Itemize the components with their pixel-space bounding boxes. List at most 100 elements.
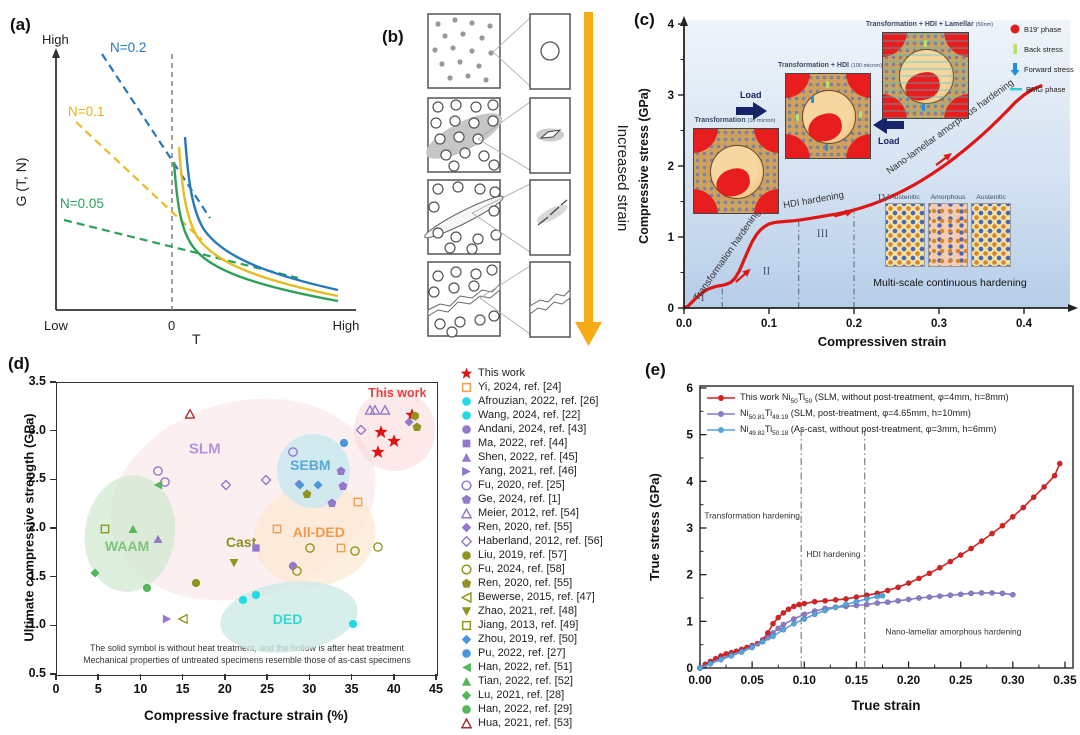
d-data-point [370, 445, 385, 460]
line-marker-icon [707, 425, 735, 435]
c-inset2-back-stress [858, 110, 862, 118]
d-y-tick [50, 673, 56, 675]
d-x-tick-label: 20 [217, 682, 232, 696]
b-row1-detail-particle [540, 41, 560, 61]
d-y-tick-label: 2.5 [28, 471, 46, 486]
c-load-label-1: Load [740, 90, 762, 100]
e-legend-item: Ni50.81Ti49.19 (SLM, post-treatment, φ=4… [707, 407, 971, 421]
d-legend-label: Ren, 2020, ref. [55] [478, 521, 573, 533]
d-legend-label: This work [478, 367, 526, 379]
d-legend-label: Shen, 2022, ref. [45] [478, 451, 578, 463]
square-marker-icon [459, 382, 474, 393]
c-inset2-grain [801, 89, 857, 145]
d-legend-item: Afrouzian, 2022, ref. [26] [459, 394, 647, 408]
d-footnote-line2: Mechanical properties of untreated speci… [83, 655, 411, 665]
d-legend-label: Han, 2022, ref. [29] [478, 703, 573, 715]
a-x-zero-label: 0 [168, 318, 175, 333]
d-data-point [177, 613, 189, 625]
d-legend-label: Ren, 2020, ref. [55] [478, 577, 573, 589]
d-y-tick-label: 0.5 [28, 666, 46, 680]
d-x-tick [393, 674, 395, 680]
b-row4-callout-line [479, 265, 531, 299]
d-y-tick [50, 527, 56, 529]
triangle-up-marker-icon [459, 507, 474, 519]
c-austenitic-strip [971, 203, 1011, 267]
d-data-point [288, 447, 299, 458]
circle-marker-icon [459, 550, 474, 561]
d-legend-label: Fu, 2024, ref. [58] [478, 563, 565, 575]
a-curve-n005 [172, 161, 339, 303]
c-load-label-2: Load [878, 136, 900, 146]
triangle-left-marker-icon [459, 662, 474, 673]
c-inset3-bmg-lamellae [883, 33, 968, 118]
d-legend-item: Yi, 2024, ref. [24] [459, 380, 647, 394]
c-inset3-forward-stress [922, 104, 926, 112]
d-x-tick-label: 25 [260, 682, 275, 696]
svg-text:Transformation hardening: Transformation hardening [704, 511, 800, 521]
d-x-tick-label: 0 [52, 682, 60, 696]
d-legend-item: This work [459, 366, 647, 380]
d-data-point [355, 424, 367, 436]
d-legend-item: Hua, 2021, ref. [53] [459, 716, 647, 730]
svg-text:2: 2 [686, 568, 693, 582]
circle-marker-icon [459, 563, 474, 575]
d-legend-item: Zhao, 2021, ref. [48] [459, 604, 647, 618]
c-inset3-title: Transformation + HDI + Lamellar (50nm) [865, 21, 994, 28]
d-data-point [368, 404, 381, 416]
d-x-tick-label: 40 [386, 682, 401, 696]
c-inset3-microstructure [882, 32, 969, 119]
d-y-axis-title: Ultimate compressive strength (GPa) [21, 413, 37, 642]
d-data-point [153, 533, 164, 544]
svg-text:II: II [763, 266, 771, 278]
diamond-marker-icon [459, 634, 474, 645]
svg-text:0.30: 0.30 [1001, 673, 1025, 687]
b-row3-callout-line [471, 183, 531, 214]
d-legend-item: Tian, 2022, ref. [52] [459, 674, 647, 688]
b-row2-detail-sheared-particle [539, 129, 562, 139]
d-data-point [404, 417, 415, 428]
panel-b-label: (b) [382, 27, 404, 46]
d-y-tick [50, 575, 56, 578]
d-legend-item: Ren, 2020, ref. [55] [459, 520, 647, 534]
a-x-high-label: High [333, 318, 360, 333]
svg-text:True strain: True strain [851, 698, 920, 713]
d-x-tick [350, 674, 353, 680]
d-group-label: SLM [188, 440, 221, 458]
d-y-tick [50, 429, 56, 432]
d-legend-label: Fu, 2020, ref. [25] [478, 479, 565, 491]
diamond-marker-icon [459, 690, 474, 701]
a-curve-n02 [183, 136, 339, 292]
panel-c-label: (c) [634, 10, 655, 29]
d-group-label: All-DED [292, 523, 345, 540]
b-row2-particles [430, 99, 500, 172]
triangle-up-marker-icon [459, 452, 474, 463]
d-data-point [305, 543, 316, 554]
b-row4-callout-line [479, 297, 531, 335]
b-strain-arrow-head [575, 322, 602, 346]
d-legend-item: Liu, 2019, ref. [57] [459, 548, 647, 562]
c-amorphous-strip [928, 203, 968, 267]
c-atoms-label: Amorphous [930, 194, 966, 201]
b-row1-particles [432, 17, 494, 83]
c-inset2-forward-stress [811, 95, 815, 103]
svg-text:Compressiven strain: Compressiven strain [818, 334, 947, 349]
triangle-left-marker-icon [459, 591, 474, 603]
b-row1-detail [529, 13, 571, 90]
svg-text:2: 2 [668, 161, 674, 173]
d-legend-label: Liu, 2019, ref. [57] [478, 549, 567, 561]
svg-text:0.1: 0.1 [761, 318, 778, 330]
d-legend-item: Shen, 2022, ref. [45] [459, 450, 647, 464]
svg-text:0.4: 0.4 [1016, 318, 1033, 330]
svg-text:3: 3 [668, 90, 674, 102]
d-group-label: DED [272, 610, 303, 627]
d-legend-item: Bewerse, 2015, ref. [47] [459, 590, 647, 604]
e-legend-label: Ni50.81Ti49.19 (SLM, post-treatment, φ=4… [740, 407, 971, 421]
d-data-point [160, 477, 171, 488]
d-data-point [288, 561, 299, 572]
c-legend-item: Forward stress [1010, 59, 1080, 79]
a-curve-n01 [177, 146, 339, 298]
d-y-tick-label: 3.5 [28, 374, 46, 388]
b-row2-callout-line [477, 101, 531, 140]
c-inset2-title: Transformation + HDI (100 micron) [778, 62, 882, 69]
panel-a: (a) High N=0.2 N=0.1 N=0.05 Low 0 High T [6, 4, 360, 350]
